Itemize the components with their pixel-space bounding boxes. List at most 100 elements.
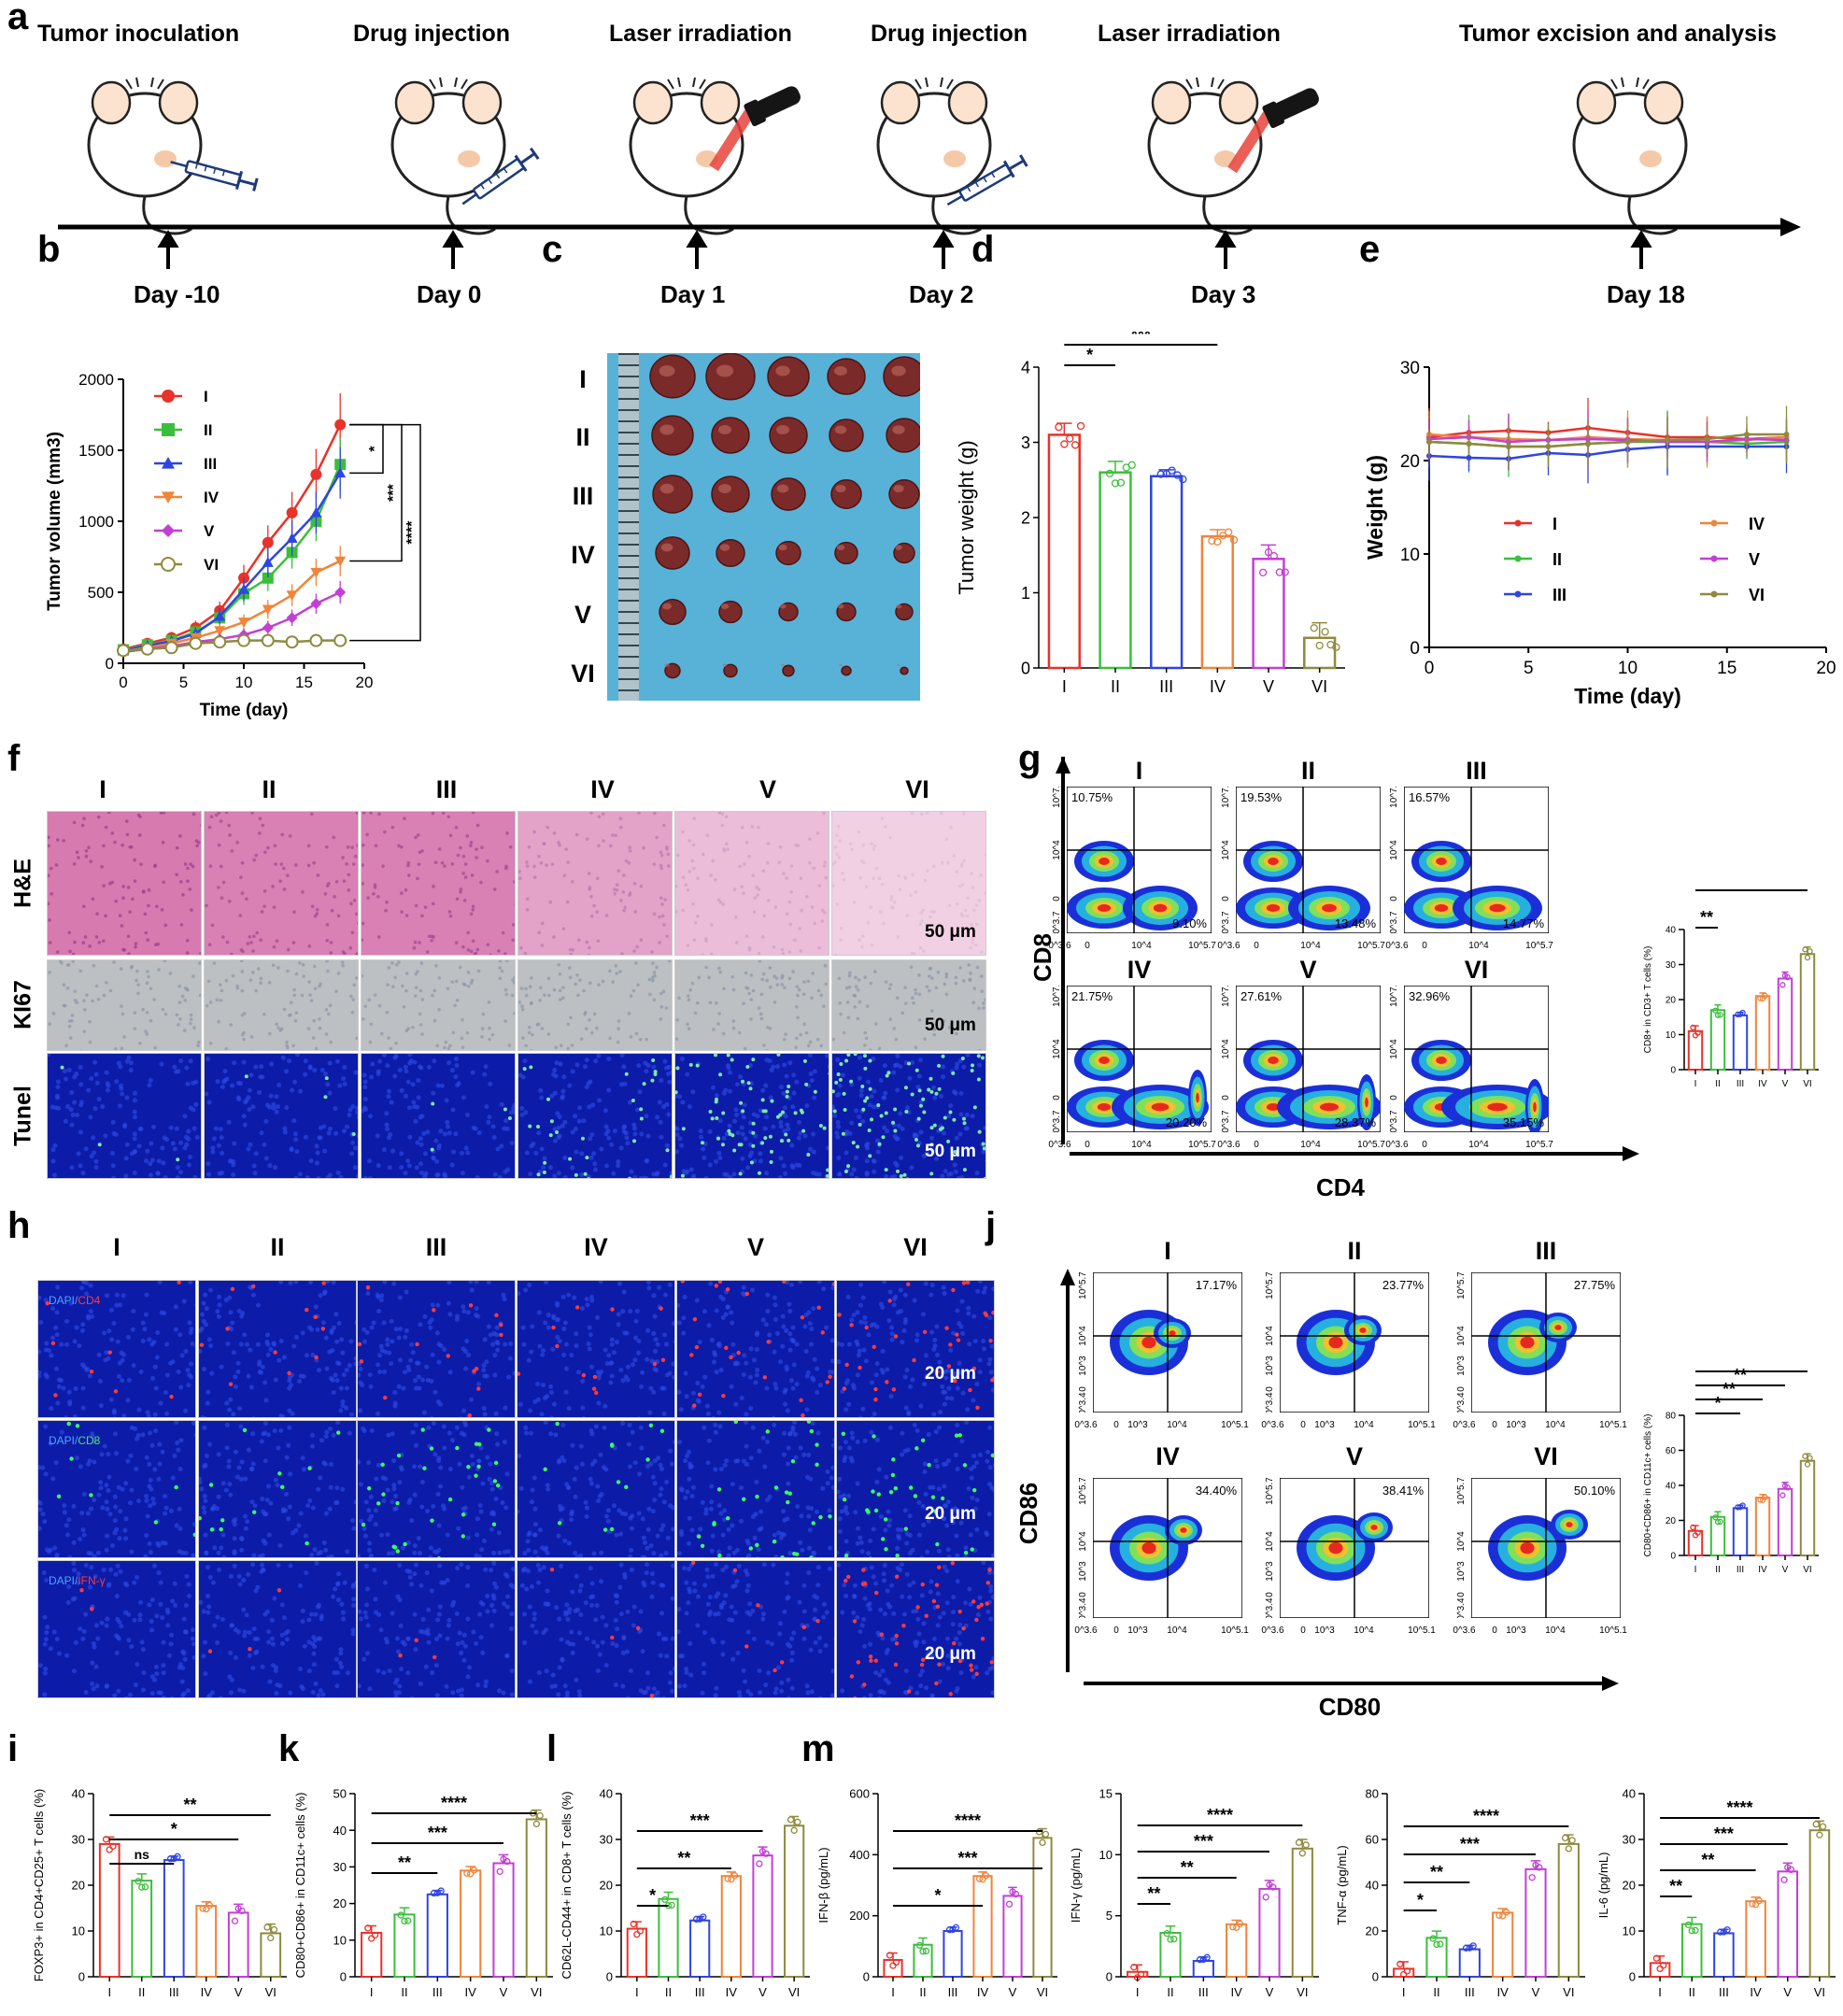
cell-nucleus — [227, 1407, 233, 1413]
cell-nucleus — [106, 1474, 112, 1480]
cell-nucleus — [795, 1004, 799, 1009]
tumor-sample — [649, 354, 696, 399]
marker-positive-cell — [844, 1362, 849, 1368]
cell-nucleus — [226, 1119, 232, 1125]
cell-nucleus — [132, 1131, 137, 1137]
cell-nucleus — [637, 812, 641, 815]
tunel-positive-cell — [751, 1058, 756, 1062]
cell-nucleus — [632, 949, 636, 953]
cell-nucleus — [744, 971, 748, 975]
cell-nucleus — [144, 1493, 149, 1498]
cell-nucleus — [58, 960, 63, 963]
cell-nucleus — [910, 1377, 915, 1383]
cell-nucleus — [586, 1081, 591, 1086]
cell-nucleus — [391, 1483, 397, 1488]
cell-nucleus — [658, 941, 661, 944]
tile-background — [358, 1421, 515, 1557]
marker-positive-cell — [811, 1521, 815, 1526]
cell-nucleus — [530, 1487, 535, 1493]
cell-nucleus — [81, 1281, 87, 1285]
cell-nucleus — [840, 1072, 845, 1078]
cell-nucleus — [85, 993, 89, 997]
cell-nucleus — [300, 993, 305, 998]
cell-nucleus — [454, 1317, 460, 1323]
cell-nucleus — [401, 984, 404, 988]
cell-nucleus — [943, 982, 947, 987]
cell-nucleus — [863, 975, 868, 980]
cell-nucleus — [188, 1329, 193, 1335]
cell-nucleus — [616, 1322, 621, 1327]
cell-nucleus — [869, 1429, 874, 1435]
tunel-positive-cell — [787, 1084, 791, 1088]
cell-nucleus — [772, 1422, 777, 1427]
cell-nucleus — [849, 1317, 855, 1323]
cell-nucleus — [334, 1499, 340, 1505]
cell-nucleus — [565, 1485, 571, 1491]
marker-positive-cell — [645, 1457, 650, 1462]
cell-nucleus — [525, 1539, 531, 1544]
marker-positive-cell — [305, 1307, 309, 1313]
cell-nucleus — [659, 1553, 664, 1557]
cell-nucleus — [72, 1414, 78, 1417]
cell-nucleus — [787, 1309, 793, 1314]
cell-nucleus — [704, 965, 709, 970]
cell-nucleus — [804, 1030, 809, 1035]
tumor-highlight — [834, 425, 847, 434]
cell-nucleus — [619, 1054, 625, 1058]
x-tick-label: 20 — [1816, 659, 1836, 678]
marker-positive-cell — [321, 1281, 326, 1285]
marker-positive-cell — [251, 1284, 256, 1289]
cell-nucleus — [603, 1124, 609, 1129]
cell-nucleus — [929, 1009, 934, 1013]
cell-nucleus — [774, 1330, 780, 1336]
cell-nucleus — [604, 914, 609, 917]
cell-nucleus — [251, 949, 255, 953]
marker-positive-cell — [866, 1510, 871, 1514]
cell-nucleus — [727, 1123, 732, 1129]
cell-nucleus — [316, 1551, 321, 1556]
cell-nucleus — [112, 1431, 118, 1437]
cell-nucleus — [579, 1306, 585, 1312]
cell-nucleus — [430, 1416, 434, 1417]
cell-nucleus — [660, 902, 664, 906]
cell-nucleus — [99, 1452, 105, 1457]
cell-nucleus — [846, 1493, 852, 1498]
cell-nucleus — [830, 1442, 834, 1448]
cell-nucleus — [79, 1511, 85, 1516]
tunel-positive-cell — [770, 1099, 774, 1103]
cell-nucleus — [614, 833, 617, 838]
tunel-positive-cell — [554, 1130, 559, 1135]
cell-nucleus — [481, 1363, 487, 1369]
cell-nucleus — [632, 1131, 638, 1137]
cell-nucleus — [376, 1411, 381, 1416]
cell-nucleus — [756, 1555, 760, 1557]
cell-nucleus — [471, 904, 475, 909]
cell-nucleus — [632, 1357, 638, 1363]
cell-nucleus — [608, 1036, 612, 1041]
cell-nucleus — [652, 971, 657, 974]
cell-nucleus — [93, 1072, 99, 1077]
cell-nucleus — [959, 1439, 965, 1444]
cell-nucleus — [839, 1342, 844, 1347]
cell-nucleus — [929, 1329, 935, 1335]
panel-label-b: b — [37, 229, 61, 270]
cell-nucleus — [67, 930, 72, 935]
cell-nucleus — [431, 1503, 436, 1509]
cell-nucleus — [124, 1095, 130, 1100]
flow-plot-I: 10.75%9.10% — [1067, 787, 1212, 933]
cell-nucleus — [659, 1467, 665, 1472]
y-tick-label: 10^4 — [1221, 840, 1231, 860]
cell-nucleus — [730, 1482, 735, 1487]
cell-nucleus — [460, 1484, 465, 1490]
cell-nucleus — [187, 1320, 192, 1326]
cell-nucleus — [935, 1464, 941, 1469]
cell-nucleus — [798, 1445, 803, 1451]
tumor-sample — [716, 539, 745, 567]
tumor-highlight — [718, 484, 731, 493]
tunel-positive-cell — [651, 1058, 656, 1062]
cell-nucleus — [971, 1398, 976, 1403]
cell-nucleus — [470, 1461, 475, 1467]
cell-nucleus — [232, 1536, 237, 1541]
cell-nucleus — [504, 960, 509, 963]
cell-nucleus — [566, 860, 571, 864]
